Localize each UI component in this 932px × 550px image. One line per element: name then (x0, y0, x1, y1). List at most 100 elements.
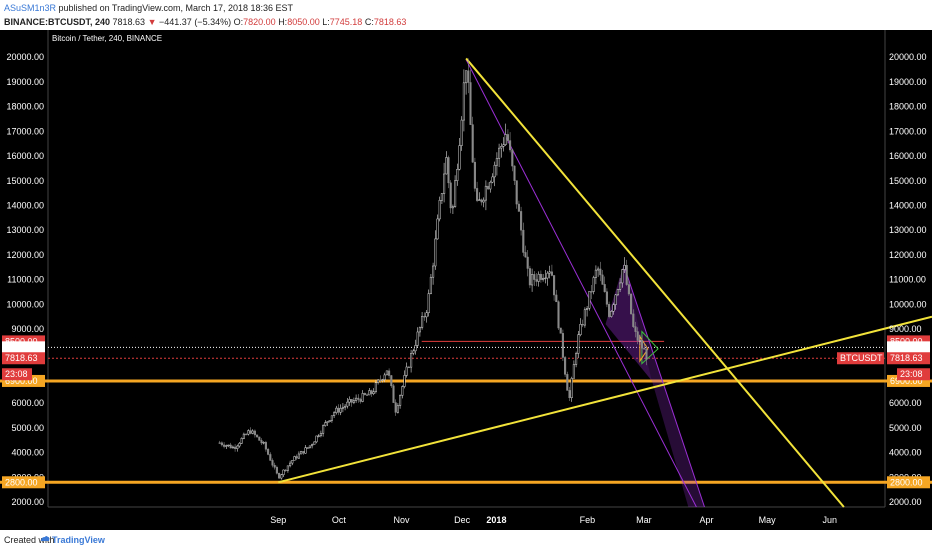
symbol-label: BINANCE:BTCUSDT, 240 (4, 17, 111, 27)
candle-body (280, 474, 283, 479)
candle-body (381, 379, 384, 381)
candle-body (245, 433, 248, 436)
x-tick-label: Nov (393, 515, 410, 525)
x-tick-label: Dec (454, 515, 471, 525)
candle-body (410, 353, 413, 368)
candle-body (238, 443, 241, 447)
candle-body (564, 357, 567, 375)
y-tick-label-left: 11000.00 (7, 275, 44, 285)
candle-body (557, 301, 560, 329)
candle-body (504, 134, 507, 145)
high-label: H: (278, 17, 288, 27)
tradingview-brand-link[interactable]: TradingView (52, 535, 105, 545)
yellow-uptrend-line (278, 315, 932, 484)
chart-background (0, 30, 932, 530)
candle-body (636, 331, 639, 341)
candle-body (317, 435, 320, 437)
candle-body (436, 218, 439, 240)
candle-body (366, 394, 369, 396)
time-axis[interactable]: Sep Oct Nov Dec 2018 Feb Mar Apr May Jun (270, 515, 837, 525)
close-label: C: (364, 17, 374, 27)
candle-body (315, 435, 318, 443)
level-tags: 8500.008500.008260.008260.007818.637818.… (2, 335, 930, 489)
candle-body (456, 169, 459, 181)
low-label: L: (322, 17, 330, 27)
y-tick-label-left: 20000.00 (6, 52, 44, 62)
y-tick-label-left: 6000.00 (11, 398, 44, 408)
y-tick-label-left: 14000.00 (6, 200, 44, 210)
candle-body (572, 364, 575, 379)
price-chart[interactable]: Bitcoin / Tether, 240, BINANCE 2000.0030… (0, 30, 932, 530)
candle-body (568, 390, 571, 398)
candle-body (403, 375, 406, 387)
chart-area[interactable]: Bitcoin / Tether, 240, BINANCE 2000.0030… (0, 30, 932, 530)
candle-body (242, 433, 245, 439)
candle-body (495, 158, 498, 166)
candle-body (465, 70, 468, 84)
y-tick-label-right: 14000.00 (889, 200, 927, 210)
candle-body (390, 375, 393, 387)
x-tick-label: Jun (822, 515, 837, 525)
y-tick-label-right: 18000.00 (889, 102, 927, 112)
candle-body (531, 274, 534, 286)
candle-body (539, 273, 542, 280)
high-value: 8050.00 (287, 17, 320, 27)
candle-body (612, 304, 615, 312)
candle-body (476, 188, 479, 201)
candle-body (352, 400, 355, 403)
candle-body (291, 460, 294, 464)
author-link[interactable]: ASuSM1n3R (4, 3, 57, 13)
y-tick-label-right: 9000.00 (889, 324, 922, 334)
candle-body (432, 265, 435, 278)
candle-body (227, 444, 230, 447)
candle-body (372, 391, 375, 394)
candle-body (269, 454, 272, 461)
candle-body (579, 323, 582, 336)
change-value: −441.37 (−5.34%) (159, 17, 232, 27)
candle-body (614, 294, 617, 305)
candle-body (462, 82, 465, 121)
candle-body (240, 438, 243, 444)
right-countdown-tag-bg (897, 368, 930, 381)
candle-body (498, 147, 501, 159)
low-value: 7745.18 (329, 17, 363, 27)
y-tick-label-left: 2000.00 (11, 497, 44, 507)
orange-triangle (639, 334, 649, 363)
candle-body (451, 206, 454, 209)
candle-body (443, 173, 446, 194)
publish-header: ASuSM1n3R published on TradingView.com, … (0, 0, 932, 30)
purple-fan-edge (623, 264, 705, 508)
right-level-tag-bg (887, 476, 930, 489)
candle-body (385, 370, 388, 376)
change-arrow-icon: ▼ (147, 17, 157, 27)
candle-body (520, 211, 523, 231)
candle-body (619, 282, 622, 290)
candle-body (326, 421, 329, 423)
candle-body (253, 430, 256, 436)
left-countdown-tag-bg (2, 368, 32, 381)
candle-body (460, 119, 463, 146)
candle-body (363, 393, 366, 395)
candle-body (286, 465, 289, 471)
candle-body (528, 268, 531, 286)
y-tick-label-left: 12000.00 (6, 250, 44, 260)
y-tick-label-right: 12000.00 (889, 250, 927, 260)
candle-body (311, 444, 314, 447)
candle-body (220, 442, 223, 446)
candle-body (319, 433, 322, 437)
right-level-tag: 2800.00 (890, 477, 923, 487)
candle-body (229, 444, 232, 449)
candle-body (335, 407, 338, 413)
candle-body (445, 157, 448, 175)
published-text: published on TradingView.com, March 17, … (58, 3, 294, 13)
candle-body (361, 393, 364, 402)
candle-body (302, 451, 305, 454)
candle-body (308, 445, 311, 448)
candle-body (506, 134, 509, 141)
candle-body (330, 415, 333, 421)
candle-body (328, 420, 331, 422)
candle-body (359, 399, 362, 402)
drawings-layer (0, 57, 932, 508)
candle-body (339, 408, 342, 413)
candle-body (262, 442, 265, 444)
